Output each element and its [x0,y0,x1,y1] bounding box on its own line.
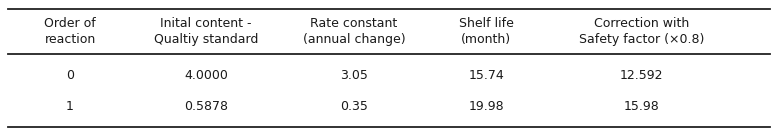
Text: 19.98: 19.98 [468,100,504,113]
Text: 4.0000: 4.0000 [184,69,228,82]
Text: 1: 1 [66,100,74,113]
Text: Correction with
Safety factor (×0.8): Correction with Safety factor (×0.8) [579,17,705,46]
Text: 12.592: 12.592 [620,69,664,82]
Text: Shelf life
(month): Shelf life (month) [459,17,513,46]
Text: Rate constant
(annual change): Rate constant (annual change) [303,17,405,46]
Text: 0.35: 0.35 [340,100,368,113]
Text: Order of
reaction: Order of reaction [44,17,96,46]
Text: 0.5878: 0.5878 [184,100,228,113]
Text: 15.74: 15.74 [468,69,504,82]
Text: 15.98: 15.98 [624,100,660,113]
Text: 0: 0 [66,69,74,82]
Text: 3.05: 3.05 [340,69,368,82]
Text: Inital content -
Qualtiy standard: Inital content - Qualtiy standard [154,17,258,46]
